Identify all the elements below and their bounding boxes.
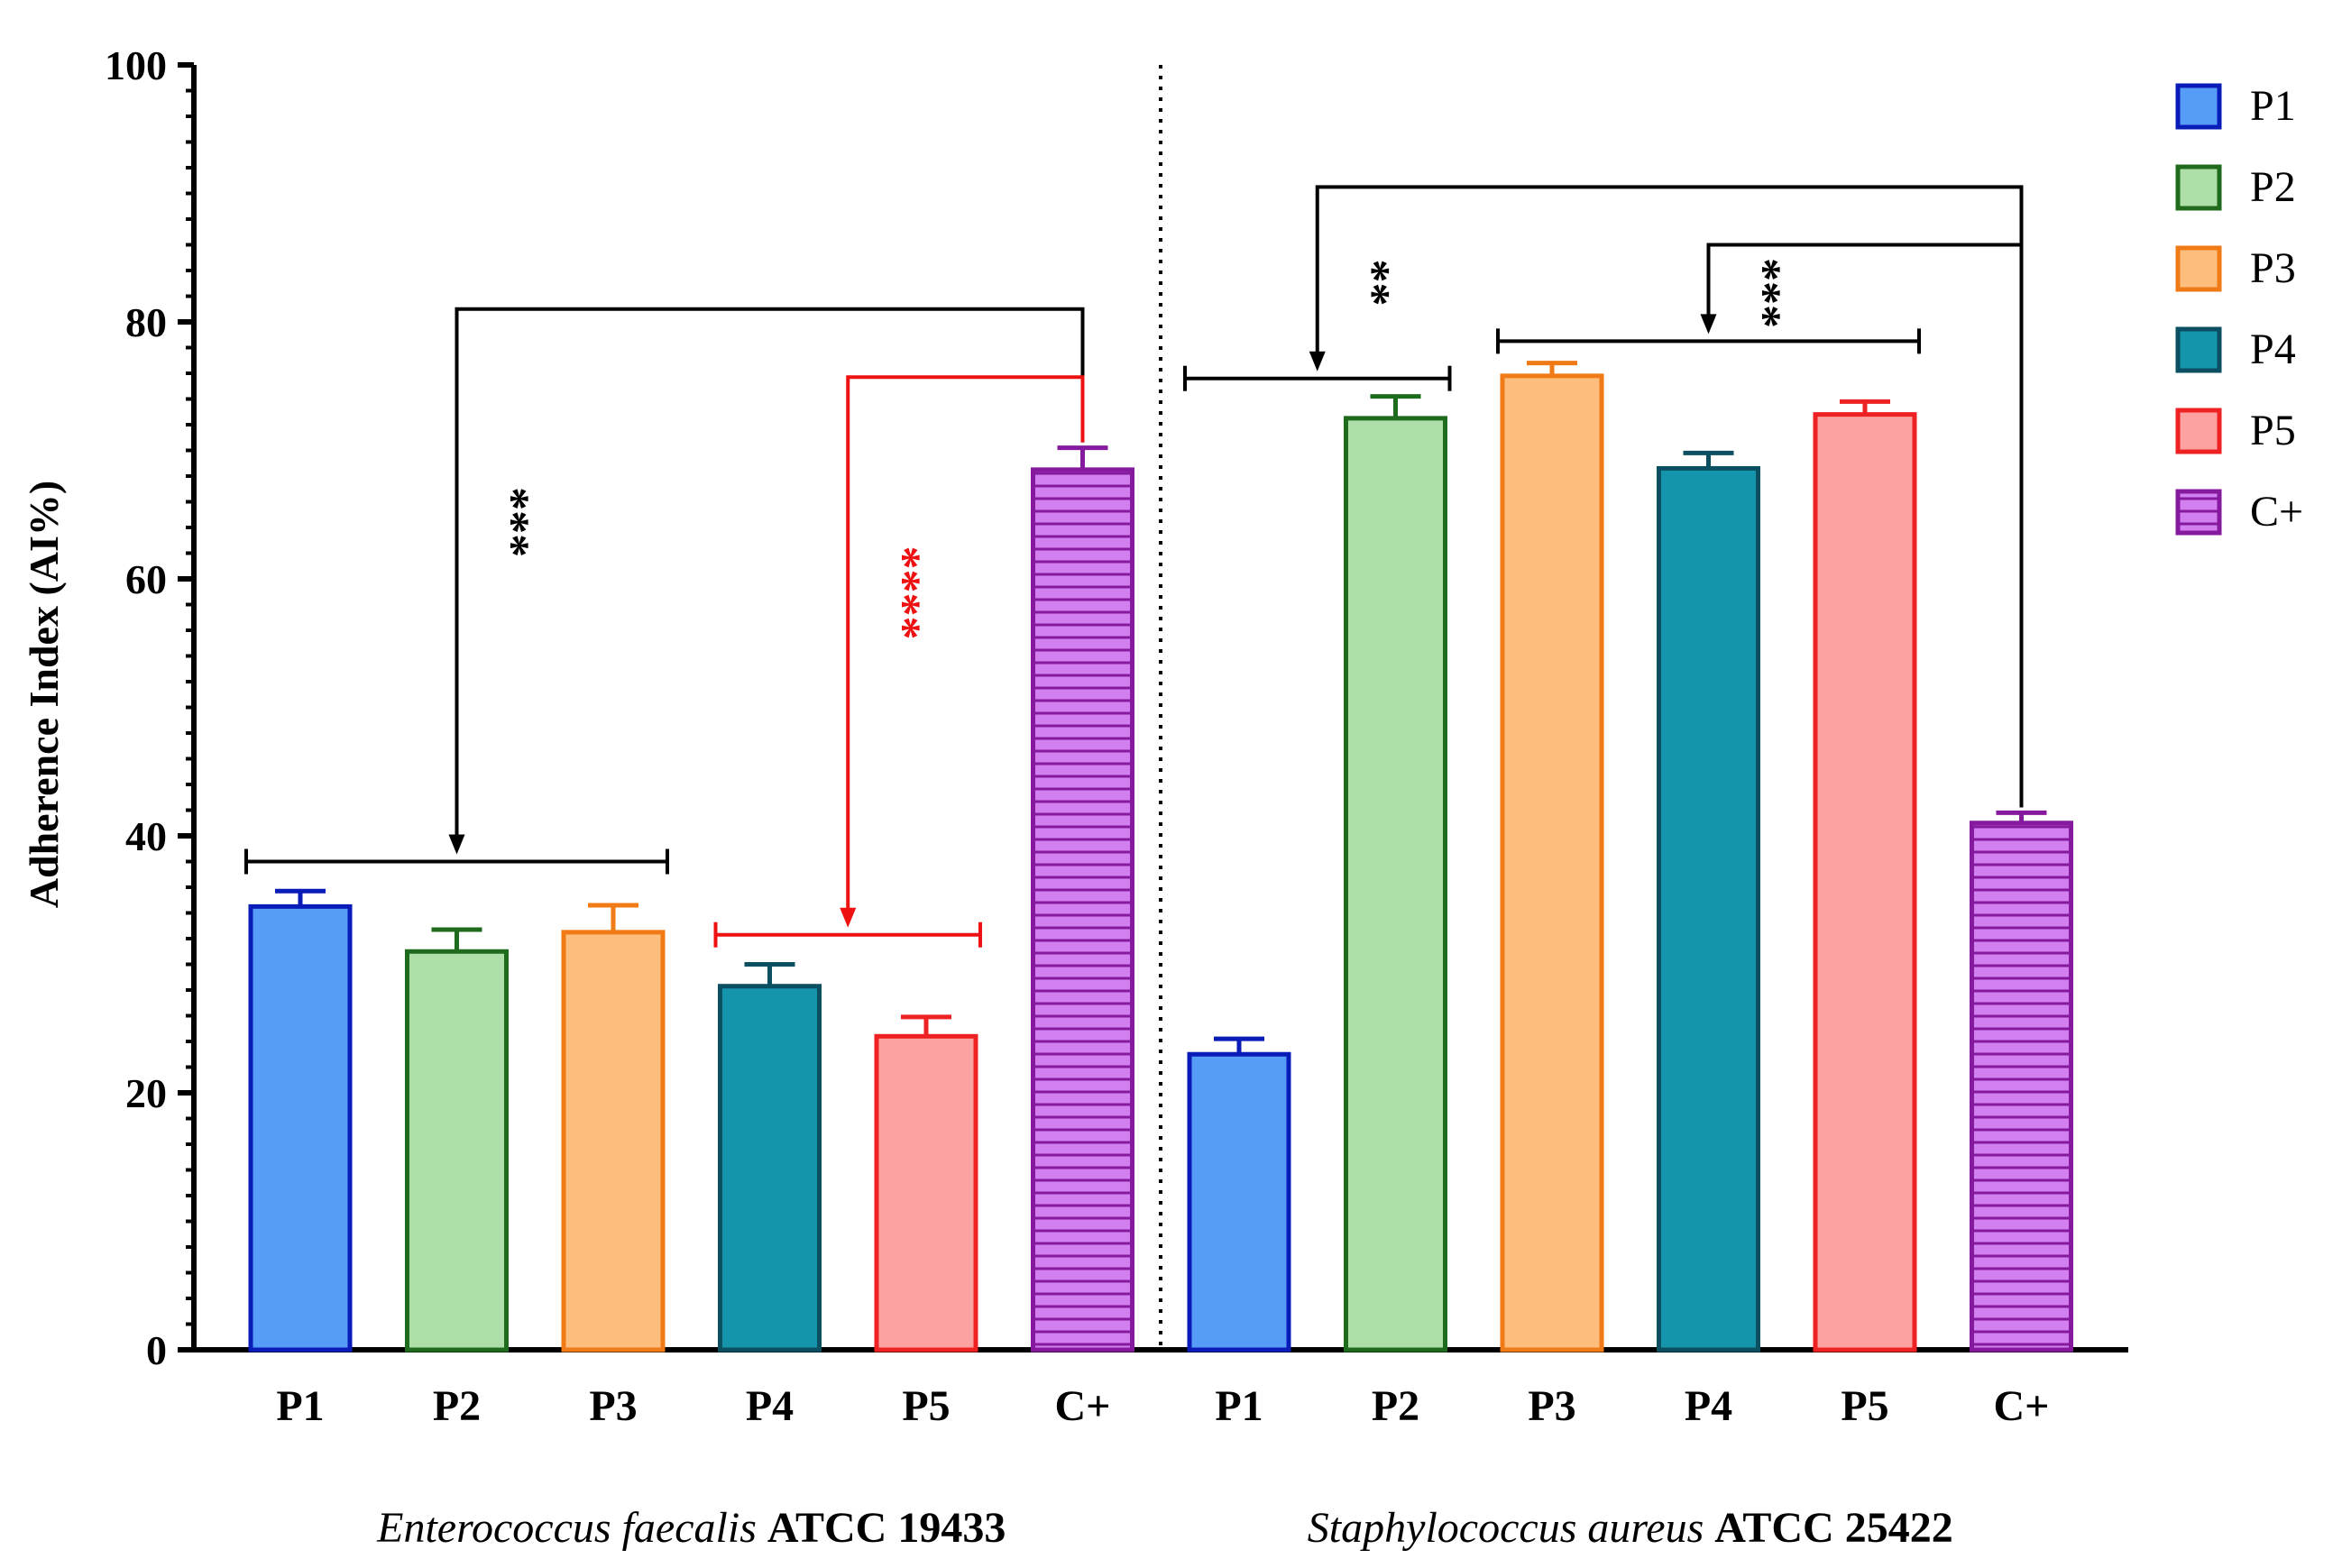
legend-swatch-p3 bbox=[2175, 245, 2222, 292]
x-tick-label: P2 bbox=[1372, 1382, 1419, 1430]
legend-label: P3 bbox=[2250, 244, 2296, 292]
x-tick-label: C+ bbox=[1993, 1382, 2049, 1430]
labels-layer: Adherence Index (AI%) 0 20 40 60 80 100 P1 P2 P3… bbox=[21, 42, 2050, 1552]
significance-stars: *** bbox=[1739, 258, 1790, 328]
y-tick-label: 40 bbox=[125, 813, 167, 859]
y-tick-label: 0 bbox=[146, 1327, 167, 1373]
bar-ef-p2 bbox=[405, 949, 509, 1353]
legend-label: P2 bbox=[2250, 163, 2296, 211]
group-label-strain: ATCC 19433 bbox=[767, 1504, 1006, 1552]
significance-connector bbox=[455, 307, 1085, 839]
x-tick-label: P1 bbox=[1215, 1382, 1263, 1430]
bar-ef-p3 bbox=[561, 930, 666, 1353]
y-tick-label: 20 bbox=[125, 1070, 167, 1116]
significance-arrowhead bbox=[1309, 351, 1326, 371]
significance-connector bbox=[846, 375, 1085, 912]
significance-connector bbox=[1706, 243, 2024, 808]
x-tick-label: P4 bbox=[746, 1382, 794, 1430]
significance-stars: ** bbox=[1347, 260, 1399, 307]
x-tick-label: P2 bbox=[433, 1382, 481, 1430]
bar-ef-p1 bbox=[248, 903, 353, 1353]
significance-stars: *** bbox=[487, 487, 538, 557]
legend-swatch-p5 bbox=[2175, 408, 2222, 454]
x-tick-label: P4 bbox=[1685, 1382, 1732, 1430]
y-tick-label: 60 bbox=[125, 556, 167, 602]
x-tick-label: P3 bbox=[1528, 1382, 1575, 1430]
group-label: Enterococcus faecalis ATCC 19433 bbox=[376, 1504, 1006, 1552]
x-tick-label: P5 bbox=[902, 1382, 950, 1430]
significance-arrowhead bbox=[1700, 314, 1717, 335]
bar-ef-cplus bbox=[1031, 467, 1134, 1353]
x-tick-label: C+ bbox=[1054, 1382, 1110, 1430]
bar-sa-p2 bbox=[1344, 416, 1447, 1353]
bar-sa-p5 bbox=[1813, 412, 1917, 1353]
x-tick-label: P5 bbox=[1841, 1382, 1888, 1430]
legend-swatch-cplus bbox=[2175, 489, 2222, 536]
significance-arrowhead bbox=[448, 834, 465, 855]
significance-layer bbox=[244, 185, 2024, 948]
y-axis-label: Adherence Index (AI%) bbox=[21, 481, 67, 908]
bar-sa-p1 bbox=[1187, 1051, 1291, 1353]
group-label-species: Enterococcus faecalis bbox=[376, 1504, 767, 1552]
bar-sa-p3 bbox=[1500, 373, 1604, 1353]
significance-stars: **** bbox=[877, 546, 929, 640]
legend-label: P4 bbox=[2250, 326, 2296, 373]
y-tick-label: 80 bbox=[125, 299, 167, 345]
bars-layer bbox=[248, 361, 2073, 1353]
x-tick-label: P1 bbox=[276, 1382, 324, 1430]
group-label-strain: ATCC 25422 bbox=[1714, 1504, 1952, 1552]
axes-layer bbox=[178, 62, 2128, 1353]
bar-sa-p4 bbox=[1657, 465, 1760, 1353]
bar-ef-p5 bbox=[874, 1033, 978, 1353]
legend-swatch-p4 bbox=[2175, 326, 2222, 373]
legend-label: P5 bbox=[2250, 407, 2296, 454]
bar-sa-cplus bbox=[1970, 821, 2073, 1353]
legend-swatch-p1 bbox=[2175, 83, 2222, 130]
group-label: Staphylococcus aureus ATCC 25422 bbox=[1308, 1504, 1953, 1552]
legend-label: C+ bbox=[2250, 488, 2303, 536]
group-label-species: Staphylococcus aureus bbox=[1308, 1504, 1714, 1552]
y-tick-label: 100 bbox=[105, 42, 167, 88]
legend-swatch-p2 bbox=[2175, 164, 2222, 211]
legend-label: P1 bbox=[2250, 82, 2296, 130]
x-tick-label: P3 bbox=[589, 1382, 637, 1430]
legend: P1 P2 P3 P4 P5 C+ bbox=[2175, 82, 2303, 536]
bar-ef-p4 bbox=[718, 984, 822, 1353]
significance-arrowhead bbox=[840, 907, 857, 928]
